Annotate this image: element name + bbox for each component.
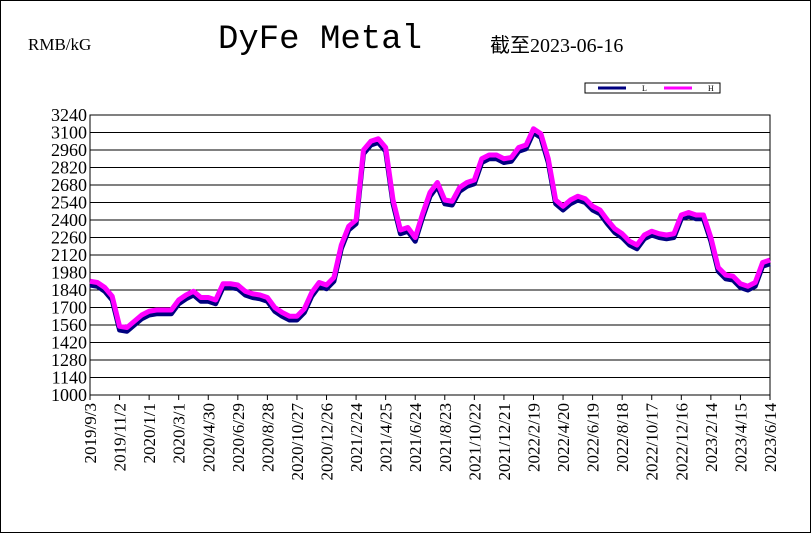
x-tick-label: 2020/8/28 — [258, 403, 277, 472]
x-tick-label: 2022/12/16 — [672, 403, 691, 480]
x-tick-label: 2021/2/24 — [347, 403, 366, 472]
unit-label: RMB/kG — [28, 35, 91, 54]
y-tick-label: 1840 — [51, 280, 87, 300]
x-tick-label: 2019/11/2 — [111, 403, 130, 471]
y-tick-label: 2120 — [51, 245, 87, 265]
y-tick-label: 3100 — [51, 123, 87, 143]
y-tick-label: 1000 — [51, 385, 87, 405]
line-series — [89, 126, 771, 330]
x-tick-label: 2022/4/20 — [554, 403, 573, 472]
x-tick-label: 2021/10/22 — [465, 403, 484, 480]
y-tick-label: 2820 — [51, 158, 87, 178]
x-tick-label: 2020/4/30 — [199, 403, 218, 472]
x-tick-label: 2019/9/3 — [81, 403, 100, 463]
y-tick-label: 3240 — [51, 105, 87, 125]
legend-box — [584, 82, 721, 94]
y-tick-label: 1560 — [51, 315, 87, 335]
x-tick-label: 2022/8/18 — [613, 403, 632, 472]
x-tick-label: 2022/2/19 — [524, 403, 543, 472]
y-tick-label: 1980 — [51, 263, 87, 283]
y-tick-label: 1420 — [51, 333, 87, 353]
legend-label: H — [708, 84, 714, 93]
x-tick-label: 2021/8/23 — [436, 403, 455, 472]
y-tick-label: 2540 — [51, 193, 87, 213]
x-tick-label: 2020/6/29 — [229, 403, 248, 472]
y-tick-label: 2260 — [51, 228, 87, 248]
x-tick-label: 2023/6/14 — [761, 403, 780, 472]
x-tick-label: 2021/6/24 — [406, 403, 425, 472]
y-tick-label: 1140 — [52, 368, 87, 388]
x-tick-label: 2022/10/17 — [643, 403, 662, 481]
x-tick-label: 2020/10/27 — [288, 403, 307, 481]
y-tick-label: 2680 — [51, 175, 87, 195]
y-tick-label: 1280 — [51, 350, 87, 370]
x-tick-label: 2020/3/1 — [170, 403, 189, 463]
x-tick-label: 2022/6/19 — [584, 403, 603, 472]
x-tick-label: 2020/1/1 — [140, 403, 159, 463]
legend-label: L — [642, 84, 647, 93]
x-tick-label: 2020/12/26 — [318, 403, 337, 480]
x-tick-label: 2021/4/25 — [377, 403, 396, 472]
x-tick-label: 2023/4/15 — [731, 403, 750, 472]
chart-title: DyFe Metal — [218, 21, 422, 59]
y-tick-label: 1700 — [51, 298, 87, 318]
subtitle: 截至2023-06-16 — [490, 34, 623, 57]
x-tick-label: 2023/2/14 — [702, 403, 721, 472]
y-tick-label: 2960 — [51, 140, 87, 160]
x-tick-label: 2021/12/21 — [495, 403, 514, 480]
y-tick-label: 2400 — [51, 210, 87, 230]
